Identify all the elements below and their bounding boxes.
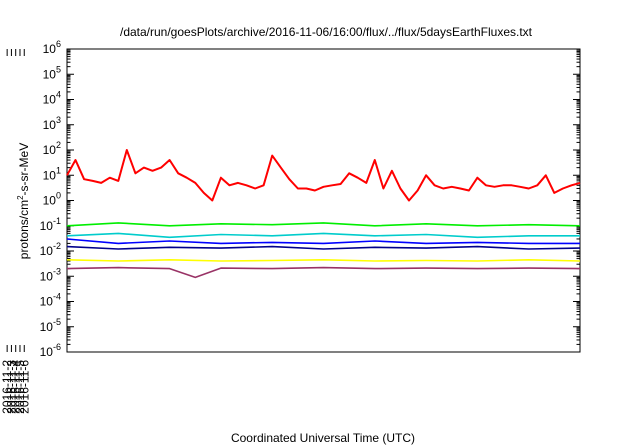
y-tick-base: 10	[40, 345, 54, 359]
series-line-7	[66, 266, 581, 279]
y-tick-exponent: 3	[56, 115, 61, 125]
y-tick-label: 100	[43, 191, 61, 208]
y-axis-label: protons/cm2-s-sr-MeV	[16, 143, 31, 259]
y-tick-label: 10-1	[40, 216, 61, 233]
x-axis-label: Coordinated Universal Time (UTC)	[231, 431, 415, 445]
y-tick-base: 10	[43, 143, 57, 157]
y-tick-exponent: -5	[53, 317, 61, 327]
y-tick-label: 10-4	[40, 292, 61, 309]
series-line-6	[66, 258, 581, 262]
x-tick-label: 2016-11-4	[9, 360, 23, 414]
y-tick-label: 105	[43, 64, 61, 81]
x-tick-label: 2016-11-3	[4, 360, 18, 414]
y-tick-base: 10	[40, 320, 54, 334]
y-tick-exponent: 4	[56, 90, 61, 100]
y-axis-label-post: -s-sr-MeV	[17, 143, 31, 196]
x-axis: 2016-11-22016-11-32016-11-42016-11-52016…	[0, 49, 31, 414]
chart-title: /data/run/goesPlots/archive/2016-11-06/1…	[120, 25, 533, 39]
y-tick-base: 10	[40, 269, 54, 283]
plot-frame	[66, 48, 581, 353]
y-tick-label: 106	[43, 39, 61, 56]
series-line-4	[66, 238, 580, 245]
y-tick-exponent: -1	[53, 216, 61, 226]
y-tick-exponent: -4	[53, 292, 61, 302]
y-tick-label: 104	[43, 90, 61, 107]
y-tick-label: 101	[43, 165, 61, 182]
x-tick-label: 2016-11-5	[13, 360, 27, 414]
y-tick-base: 10	[40, 219, 54, 233]
series-line-2	[66, 222, 581, 227]
series-line-3	[66, 232, 580, 239]
y-tick-label: 10-3	[40, 266, 61, 283]
y-tick-base: 10	[43, 194, 57, 208]
y-axis-label-pre: protons/cm	[17, 200, 31, 259]
y-tick-label: 103	[43, 115, 61, 132]
y-tick-label: 10-6	[40, 342, 61, 359]
y-tick-label: 102	[43, 140, 61, 157]
y-tick-exponent: -2	[53, 241, 61, 251]
y-tick-exponent: 1	[56, 165, 61, 175]
y-tick-base: 10	[43, 42, 57, 56]
y-tick-exponent: 5	[56, 64, 61, 74]
y-tick-exponent: -6	[53, 342, 61, 352]
y-tick-base: 10	[43, 118, 57, 132]
series-group	[66, 149, 581, 279]
y-tick-exponent: 2	[56, 140, 61, 150]
y-tick-exponent: -3	[53, 266, 61, 276]
y-tick-label: 10-2	[40, 241, 61, 258]
y-tick-base: 10	[43, 93, 57, 107]
series-line-5	[66, 245, 581, 250]
y-tick-exponent: 0	[56, 191, 61, 201]
y-axis-label-sup: 2	[16, 195, 25, 200]
series-line-1	[66, 149, 581, 202]
y-axis: 10-610-510-410-310-210-11001011021031041…	[40, 39, 580, 359]
y-tick-base: 10	[43, 168, 57, 182]
y-tick-base: 10	[40, 295, 54, 309]
y-tick-exponent: 6	[56, 39, 61, 49]
x-tick-label: 2016-11-2	[0, 360, 14, 414]
y-tick-base: 10	[43, 67, 57, 81]
x-tick-label: 2016-11-6	[17, 360, 31, 414]
y-tick-base: 10	[40, 244, 54, 258]
y-tick-label: 10-5	[40, 317, 61, 334]
